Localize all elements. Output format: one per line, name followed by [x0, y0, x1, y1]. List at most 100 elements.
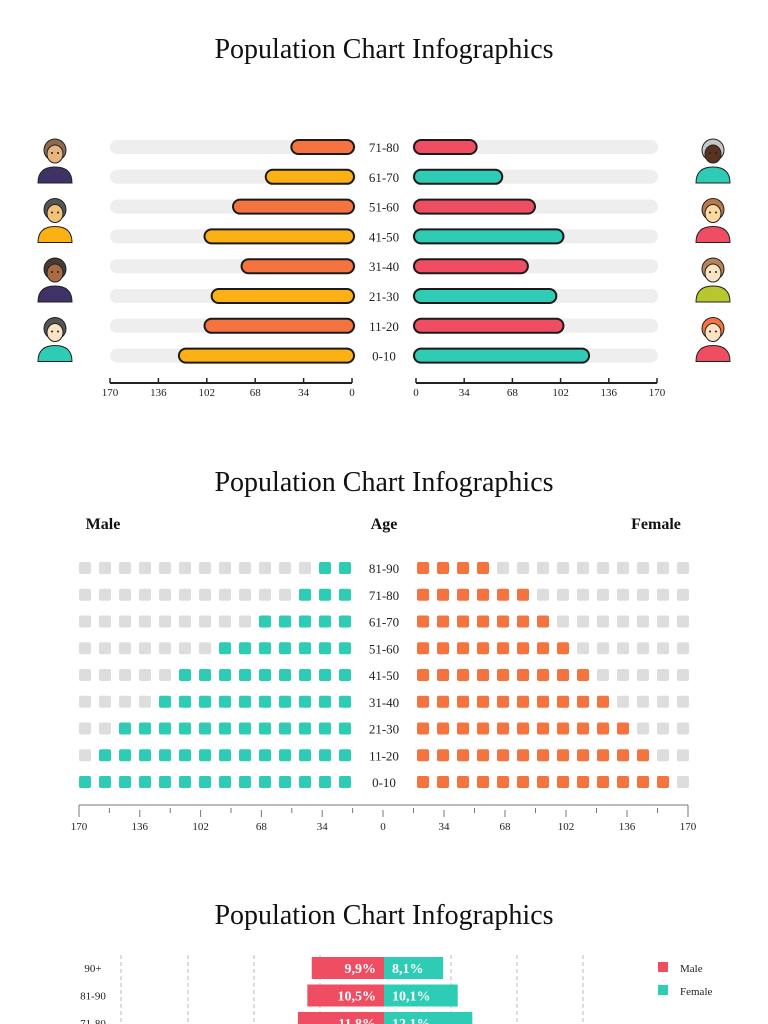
female-square-empty [657, 749, 669, 762]
male-square-filled [339, 776, 351, 788]
female-square-empty [657, 615, 669, 628]
female-square-filled [597, 695, 609, 708]
male-square-filled [139, 749, 151, 762]
male-square-filled [239, 776, 251, 788]
chart1-butterfly-bars: 71-80 61-70 51-60 41-50 31-40 21-30 11-20 0-10 1… [37, 138, 731, 399]
avatar-body [37, 344, 73, 362]
age-label: 81-90 [80, 991, 106, 1003]
male-square-filled [219, 749, 231, 762]
male-square-empty [259, 588, 271, 601]
male-square-filled [339, 615, 351, 628]
female-square-filled [497, 722, 509, 735]
female-square-filled [457, 669, 469, 681]
male-square-filled [339, 588, 351, 601]
age-label: 21-30 [369, 722, 399, 737]
old-woman-avatar-icon [695, 138, 731, 184]
chart2-male-header: Male [86, 516, 121, 533]
female-square-filled [417, 722, 429, 735]
male-bar [264, 168, 356, 185]
male-square-empty [239, 562, 251, 574]
right-axis-tick-label: 68 [500, 821, 512, 833]
male-square-filled [319, 642, 331, 655]
male-square-empty [119, 562, 131, 574]
female-square-empty [637, 562, 649, 574]
female-square-empty [617, 642, 629, 655]
male-square-filled [119, 722, 131, 735]
female-square-filled [517, 642, 529, 655]
avatar-eye [51, 152, 53, 154]
female-square-filled [557, 722, 569, 735]
avatar-face [704, 204, 722, 223]
left-axis-tick-label: 170 [102, 387, 119, 399]
female-bar [413, 258, 529, 275]
female-bar [413, 317, 565, 334]
female-square-filled [537, 776, 549, 788]
male-square-empty [79, 722, 91, 735]
female-square-empty [597, 669, 609, 681]
left-axis-tick-label: 0 [349, 387, 355, 399]
female-square-empty [657, 722, 669, 735]
male-square-empty [79, 588, 91, 601]
female-square-filled [457, 615, 469, 628]
male-square-filled [159, 749, 171, 762]
avatar-eye [709, 271, 711, 273]
male-square-empty [139, 615, 151, 628]
avatar-body [695, 285, 731, 303]
female-square-filled [557, 669, 569, 681]
avatar-eye [709, 211, 711, 214]
avatar-eye [715, 211, 717, 214]
male-square-filled [259, 642, 271, 655]
male-square-filled [319, 615, 331, 628]
chart2-female-header: Female [631, 516, 681, 533]
female-square-filled [537, 722, 549, 735]
male-square-filled [259, 722, 271, 735]
girl-with-hat-avatar-icon [695, 257, 731, 303]
female-square-empty [617, 588, 629, 601]
female-square-filled [597, 722, 609, 735]
female-square-filled [457, 642, 469, 655]
male-square-empty [99, 588, 111, 601]
male-square-filled [119, 749, 131, 762]
female-square-filled [557, 776, 569, 788]
avatar-body [37, 166, 73, 184]
right-axis-tick-label: 34 [459, 387, 471, 399]
female-square-empty [677, 588, 689, 601]
male-square-filled [239, 749, 251, 762]
male-square-filled [279, 669, 291, 681]
male-square-filled [139, 722, 151, 735]
female-square-filled [577, 669, 589, 681]
male-square-filled [219, 669, 231, 681]
female-square-empty [637, 669, 649, 681]
male-square-empty [219, 588, 231, 601]
chart2-title: Population Chart Infographics [214, 467, 553, 498]
avatar-eye [715, 271, 717, 273]
female-square-filled [517, 776, 529, 788]
age-label: 21-30 [369, 289, 399, 304]
male-square-empty [159, 669, 171, 681]
male-square-filled [159, 776, 171, 788]
female-square-empty [637, 615, 649, 628]
male-value-label: 11,8% [338, 1017, 376, 1024]
male-square-filled [159, 722, 171, 735]
male-square-empty [239, 588, 251, 601]
avatar-face [46, 323, 64, 342]
female-square-filled [537, 615, 549, 628]
avatar-face [46, 144, 64, 164]
male-square-empty [159, 642, 171, 655]
female-square-filled [477, 588, 489, 601]
female-square-filled [417, 695, 429, 708]
female-square-filled [577, 749, 589, 762]
male-square-filled [319, 695, 331, 708]
female-bar [413, 168, 504, 185]
male-square-filled [79, 776, 91, 788]
bearded-man-avatar-icon [37, 198, 73, 243]
avatar-body [695, 166, 731, 184]
avatar-face [704, 144, 722, 164]
male-square-filled [279, 642, 291, 655]
left-axis-tick-label: 170 [71, 821, 88, 833]
age-label: 41-50 [369, 229, 399, 244]
age-label: 71-80 [80, 1018, 106, 1024]
male-square-filled [279, 776, 291, 788]
female-square-empty [677, 642, 689, 655]
male-square-filled [259, 615, 271, 628]
